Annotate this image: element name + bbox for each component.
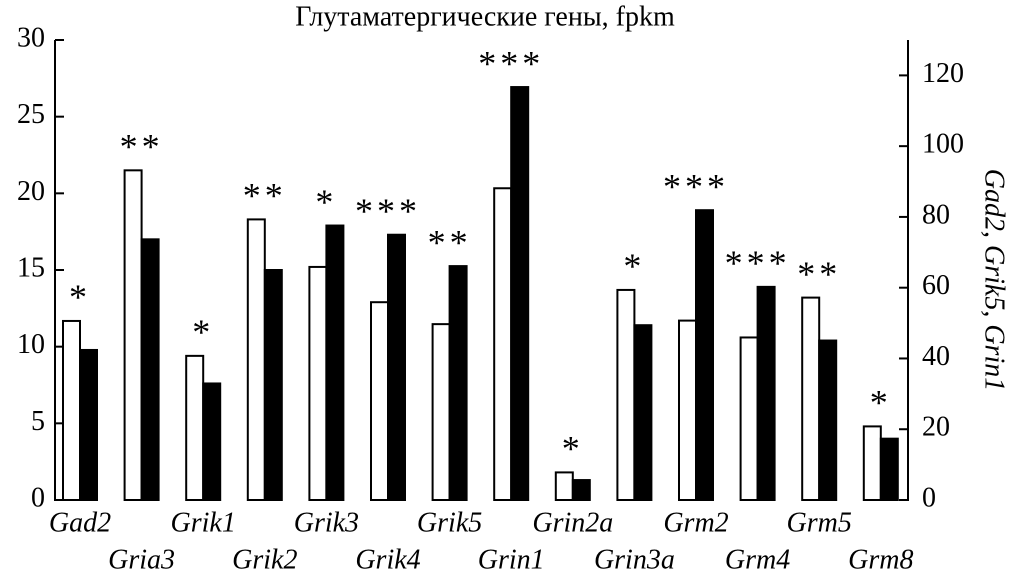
significance-stars: **: [243, 176, 287, 216]
significance-stars: *: [623, 246, 645, 286]
y2-tick-label: 120: [922, 58, 964, 89]
x-tick-label: Grik2: [232, 544, 297, 575]
significance-stars: ***: [478, 43, 544, 83]
y2-axis-label: Gad2, Grik5, Grin1: [979, 169, 1010, 391]
chart-title: Глутаматергические гены, fpkm: [295, 1, 675, 32]
bar: [510, 86, 530, 502]
y-tick-label: 5: [31, 406, 45, 437]
bar: [431, 323, 451, 501]
x-tick-label: Grin2a: [532, 507, 613, 538]
y-tick-label: 30: [17, 22, 45, 53]
x-tick-label: Grik5: [417, 507, 482, 538]
bar: [695, 209, 714, 501]
bar: [678, 319, 697, 501]
significance-stars: ***: [355, 191, 421, 231]
y-tick-label: 15: [17, 252, 45, 283]
bar: [325, 224, 345, 502]
bar: [387, 233, 406, 501]
x-tick-label: Grm4: [725, 544, 790, 575]
y2-tick-label: 20: [922, 412, 950, 443]
significance-stars: *: [315, 182, 337, 222]
y-tick-label: 0: [31, 482, 45, 513]
bar: [202, 382, 222, 502]
x-tick-label: Grm5: [787, 507, 852, 538]
significance-stars: **: [428, 222, 472, 262]
y2-tick-label: 60: [922, 270, 950, 301]
x-tick-label: Grik4: [355, 544, 420, 575]
bar: [554, 471, 574, 501]
significance-stars: **: [120, 127, 164, 167]
bar: [123, 169, 143, 501]
bar: [185, 354, 205, 501]
bar: [448, 265, 468, 501]
bar: [818, 339, 838, 501]
x-tick-label: Grin3a: [594, 544, 675, 575]
x-tick-label: Gria3: [108, 544, 175, 575]
significance-stars: *: [69, 277, 91, 317]
y2-tick-label: 100: [922, 129, 964, 160]
bar: [879, 437, 899, 501]
significance-stars: **: [797, 254, 841, 294]
bar: [756, 285, 776, 501]
x-tick-label: Grm8: [848, 544, 913, 575]
bar: [263, 269, 283, 501]
bar: [370, 301, 389, 502]
significance-stars: ***: [725, 243, 791, 283]
significance-stars: ***: [663, 166, 729, 206]
bar: [739, 336, 759, 502]
x-tick-label: Gad2: [49, 507, 111, 538]
bar: [862, 425, 882, 501]
x-tick-label: Grik1: [171, 507, 236, 538]
x-tick-label: Grm2: [663, 507, 728, 538]
bar: [308, 265, 328, 501]
significance-stars: *: [870, 383, 892, 423]
y2-tick-label: 80: [922, 199, 950, 230]
bar: [246, 218, 266, 501]
y2-tick-label: 40: [922, 341, 950, 372]
bar: [616, 288, 636, 501]
significance-stars: *: [192, 312, 214, 352]
y-tick-label: 10: [17, 329, 45, 360]
bar: [493, 187, 513, 501]
bar: [801, 296, 821, 501]
bar: [140, 238, 160, 501]
x-tick-label: Grin1: [478, 544, 545, 575]
x-tick-label: Grik3: [294, 507, 359, 538]
y2-tick-label: 0: [922, 482, 936, 513]
bar: [633, 324, 653, 502]
y-tick-label: 25: [17, 99, 45, 130]
bar: [79, 348, 98, 501]
bar: [571, 479, 591, 502]
y-tick-label: 20: [17, 176, 45, 207]
significance-stars: *: [562, 429, 584, 469]
bar: [62, 319, 81, 502]
